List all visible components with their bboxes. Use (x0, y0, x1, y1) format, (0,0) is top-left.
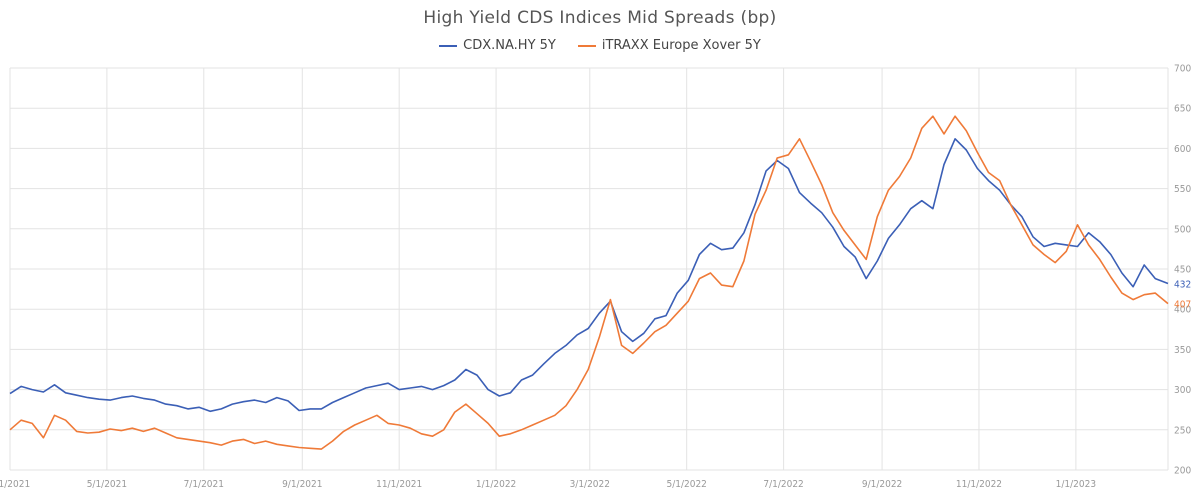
x-tick-label: 1/1/2022 (476, 479, 516, 490)
y-tick-label: 250 (1174, 425, 1191, 436)
series-line-itraxx (9, 115, 1169, 450)
x-tick-label: 3/1/2022 (570, 479, 610, 490)
x-axis-ticks: 3/1/2021 5/1/2021 7/1/2021 9/1/2021 11/1/202… (0, 479, 1096, 490)
legend-item-cdx[interactable]: CDX.NA.HY 5Y (439, 38, 556, 53)
y-tick-label: 650 (1174, 104, 1191, 115)
series-lines (9, 115, 1169, 450)
y-tick-label: 550 (1174, 184, 1191, 195)
x-tick-label: 3/1/2021 (0, 479, 30, 490)
end-label-itraxx: 407 (1174, 300, 1191, 311)
x-tick-label: 11/1/2022 (956, 479, 1002, 490)
end-value-labels: 432 407 (1174, 279, 1191, 310)
chart-title: High Yield CDS Indices Mid Spreads (bp) (423, 8, 777, 28)
legend-swatch-itraxx (577, 44, 596, 47)
legend-item-itraxx[interactable]: iTRAXX Europe Xover 5Y (577, 38, 761, 53)
x-tick-label: 9/1/2022 (862, 479, 902, 490)
legend-label-cdx: CDX.NA.HY 5Y (463, 38, 556, 53)
x-tick-label: 11/1/2021 (376, 479, 422, 490)
x-tick-label: 5/1/2021 (87, 479, 127, 490)
series-line-cdx (9, 138, 1169, 413)
y-tick-label: 600 (1174, 144, 1191, 155)
x-tick-label: 9/1/2021 (282, 479, 322, 490)
y-tick-label: 400 (1174, 305, 1191, 316)
y-tick-label: 350 (1174, 345, 1191, 356)
y-tick-label: 500 (1174, 224, 1191, 235)
end-label-cdx: 432 (1174, 279, 1191, 290)
x-tick-label: 7/1/2021 (184, 479, 224, 490)
y-axis-ticks: 200 250 300 350 400 450 500 550 600 650 700 (1174, 64, 1191, 477)
grid-lines (9, 67, 1169, 471)
y-tick-label: 300 (1174, 385, 1191, 396)
y-tick-label: 200 (1174, 466, 1191, 477)
y-tick-label: 450 (1174, 265, 1191, 276)
legend-label-itraxx: iTRAXX Europe Xover 5Y (601, 38, 761, 53)
x-tick-label: 5/1/2022 (666, 479, 706, 490)
x-tick-label: 1/1/2023 (1056, 479, 1096, 490)
y-tick-label: 700 (1174, 64, 1191, 75)
legend-swatch-cdx (439, 44, 458, 47)
x-tick-label: 7/1/2022 (763, 479, 803, 490)
chart-legend: CDX.NA.HY 5Y iTRAXX Europe Xover 5Y (0, 38, 1200, 53)
